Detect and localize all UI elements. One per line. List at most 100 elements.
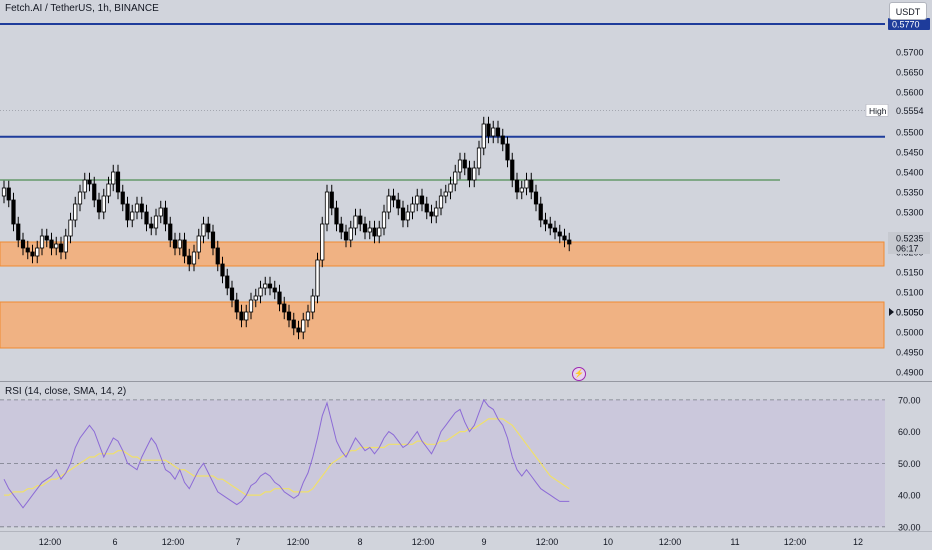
- candle-body: [386, 195, 391, 213]
- candle: [348, 220, 353, 248]
- candle: [514, 172, 520, 200]
- candle: [358, 208, 363, 232]
- candle-body: [429, 211, 434, 217]
- candle-body: [96, 199, 102, 213]
- candle: [438, 188, 444, 216]
- candle-body: [557, 231, 562, 237]
- candle: [405, 204, 410, 228]
- candle-body: [35, 247, 40, 257]
- candle: [106, 176, 111, 204]
- candle-body: [282, 303, 287, 313]
- candle-body: [500, 135, 505, 145]
- candle: [434, 200, 439, 224]
- candle-body: [552, 227, 558, 233]
- price-axis-label: 0.5700: [896, 48, 924, 58]
- candle: [229, 280, 235, 308]
- candle: [472, 160, 477, 188]
- candle-body: [39, 235, 45, 249]
- candle: [467, 160, 472, 188]
- candle-body: [291, 319, 296, 329]
- candle: [68, 212, 73, 244]
- candle: [567, 232, 572, 252]
- time-axis-label: 12:00: [412, 537, 435, 547]
- candle: [410, 196, 415, 220]
- currency-button[interactable]: USDT: [889, 2, 927, 20]
- high-label: High: [869, 106, 887, 116]
- candle: [239, 304, 244, 328]
- candle: [134, 196, 140, 220]
- candle-body: [191, 251, 197, 265]
- candle-body: [533, 191, 539, 205]
- candle-body: [543, 219, 548, 225]
- candle-body: [210, 231, 216, 249]
- price-axis-label: 0.5400: [896, 168, 924, 178]
- lightning-icon[interactable]: ⚡: [572, 367, 586, 381]
- price-axis-label: 0.5150: [896, 268, 924, 278]
- candle-body: [54, 243, 59, 249]
- candle-body: [87, 179, 92, 185]
- candle-body: [272, 287, 277, 293]
- time-axis-label: 7: [235, 537, 240, 547]
- price-axis-label: 0.4900: [896, 368, 924, 378]
- candle: [443, 184, 448, 204]
- candle: [286, 304, 292, 328]
- candle: [149, 216, 154, 236]
- candle-body: [253, 295, 258, 301]
- candle-body: [367, 227, 372, 233]
- countdown-timer: 06:17: [896, 244, 919, 254]
- rsi-axis-label: 50.00: [898, 459, 921, 469]
- candle-body: [30, 251, 35, 257]
- candle: [491, 120, 496, 144]
- candle: [543, 212, 548, 232]
- price-axis-label: 0.5650: [896, 68, 924, 78]
- candle: [296, 320, 301, 340]
- candle-body: [49, 239, 54, 249]
- candle: [130, 204, 135, 228]
- candle-body: [353, 215, 358, 229]
- time-axis-label: 6: [112, 537, 117, 547]
- candle-body: [177, 239, 182, 249]
- candle: [172, 232, 178, 256]
- candle-body: [462, 159, 467, 169]
- price-axis-label: 0.5300: [896, 208, 924, 218]
- candle: [44, 228, 49, 248]
- candle-body: [381, 211, 387, 229]
- candle: [263, 276, 268, 296]
- price-line-tag: [888, 18, 930, 30]
- candle-body: [377, 227, 382, 237]
- candle-body: [239, 311, 244, 321]
- candle: [457, 152, 463, 180]
- candle-body: [348, 227, 353, 241]
- candle: [339, 216, 344, 240]
- price-axis-label: 0.5500: [896, 128, 924, 138]
- candle: [552, 220, 558, 240]
- candle: [201, 216, 206, 244]
- candle-body: [324, 191, 330, 225]
- candle: [139, 196, 144, 220]
- rsi-axis-label: 60.00: [898, 427, 921, 437]
- candle: [386, 188, 391, 220]
- candle: [111, 164, 116, 192]
- candle-body: [396, 199, 401, 209]
- candle-body: [457, 159, 463, 173]
- support-zone-1: [0, 241, 885, 267]
- candle-body: [529, 179, 534, 193]
- candle-body: [424, 203, 429, 213]
- candle: [225, 268, 230, 296]
- candle-body: [1, 187, 7, 197]
- time-axis-label: 8: [357, 537, 362, 547]
- candle: [120, 184, 125, 212]
- time-axis-label: 12:00: [659, 537, 682, 547]
- price-axis-label: 0.5000: [896, 328, 924, 338]
- candle: [324, 184, 330, 232]
- candle: [343, 224, 349, 248]
- candle-body: [187, 255, 192, 265]
- candle: [557, 224, 562, 244]
- candle: [244, 304, 249, 328]
- candle-body: [25, 247, 30, 253]
- candle-body: [467, 167, 472, 181]
- candle: [486, 116, 491, 144]
- candle: [353, 208, 358, 236]
- last-price-value: 0.5235: [896, 234, 924, 244]
